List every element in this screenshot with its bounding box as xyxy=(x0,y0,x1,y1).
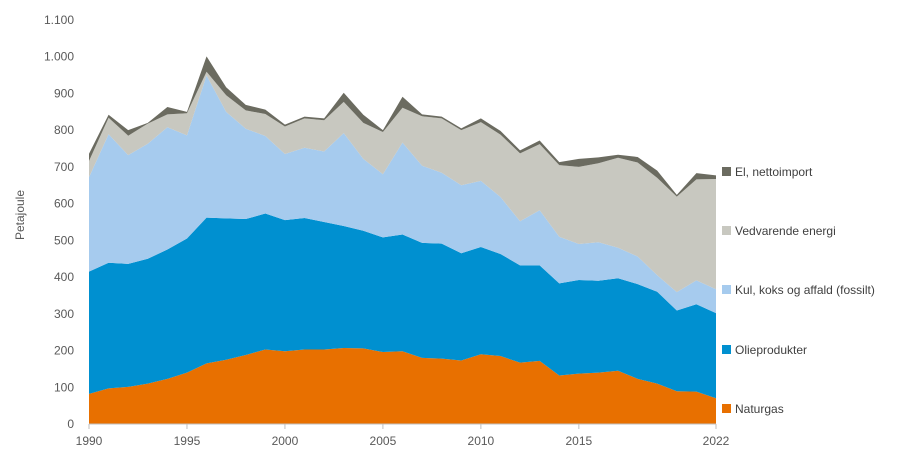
x-tick-label: 2015 xyxy=(565,434,592,448)
legend-label: Olieprodukter xyxy=(735,343,807,357)
legend-swatch xyxy=(722,285,731,294)
y-tick-label: 400 xyxy=(54,270,74,284)
area-series-3 xyxy=(89,71,716,293)
area-series-group xyxy=(89,56,716,424)
legend-label: Naturgas xyxy=(735,402,784,416)
y-tick-label: 1.100 xyxy=(44,13,74,27)
x-tick-label: 2022 xyxy=(703,434,730,448)
y-tick-label: 800 xyxy=(54,123,74,137)
area-series-1 xyxy=(89,213,716,399)
y-tick-label: 1.000 xyxy=(44,50,74,64)
x-tick-label: 1990 xyxy=(76,434,103,448)
x-axis-ticks: 1990 1995 2000 2005 2010 2015 2022 xyxy=(76,424,730,448)
legend-label: Kul, koks og affald (fossilt) xyxy=(735,283,875,297)
legend-swatch xyxy=(722,167,731,176)
y-tick-label: 900 xyxy=(54,86,74,100)
area-series-2 xyxy=(89,75,716,314)
legend-swatch xyxy=(722,404,731,413)
legend-label: El, nettoimport xyxy=(735,165,813,179)
x-tick-label: 2005 xyxy=(370,434,397,448)
y-tick-label: 200 xyxy=(54,344,74,358)
x-tick-label: 2010 xyxy=(468,434,495,448)
y-tick-label: 500 xyxy=(54,233,74,247)
y-tick-label: 0 xyxy=(67,417,74,431)
area-series-0 xyxy=(89,347,716,424)
y-tick-label: 700 xyxy=(54,160,74,174)
x-tick-label: 1995 xyxy=(174,434,201,448)
y-tick-label: 300 xyxy=(54,307,74,321)
y-tick-label: 600 xyxy=(54,197,74,211)
legend-label: Vedvarende energi xyxy=(735,224,836,238)
legend-swatch xyxy=(722,345,731,354)
x-tick-label: 2000 xyxy=(272,434,299,448)
y-axis-label: Petajoule xyxy=(13,190,27,240)
legend: El, nettoimport Vedvarende energi Kul, kok… xyxy=(722,165,875,416)
y-tick-label: 100 xyxy=(54,380,74,394)
legend-swatch xyxy=(722,226,731,235)
y-axis-ticks: 0 100 200 300 400 500 600 700 800 900 1.000 1.100 xyxy=(44,13,74,431)
